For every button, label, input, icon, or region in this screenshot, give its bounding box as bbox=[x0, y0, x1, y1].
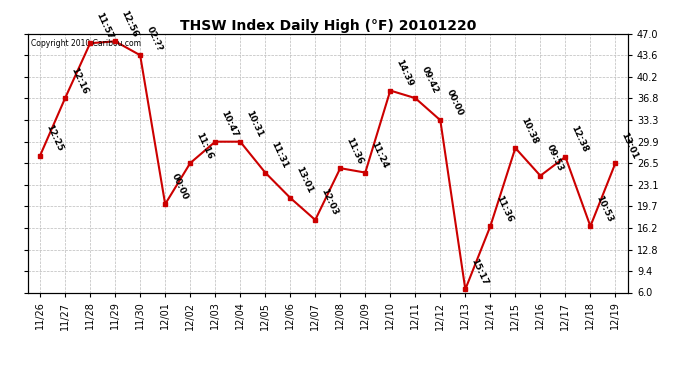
Text: 10:38: 10:38 bbox=[520, 116, 540, 145]
Text: 09:53: 09:53 bbox=[544, 143, 565, 173]
Text: 14:39: 14:39 bbox=[395, 58, 415, 88]
Text: 12:38: 12:38 bbox=[569, 124, 590, 154]
Text: 11:36: 11:36 bbox=[344, 136, 365, 165]
Text: 10:47: 10:47 bbox=[219, 109, 239, 139]
Text: 10:31: 10:31 bbox=[244, 109, 264, 139]
Text: 11:16: 11:16 bbox=[195, 130, 215, 160]
Text: 11:24: 11:24 bbox=[369, 140, 390, 170]
Text: 12:03: 12:03 bbox=[319, 188, 339, 217]
Text: 12:25: 12:25 bbox=[44, 123, 65, 153]
Title: THSW Index Daily High (°F) 20101220: THSW Index Daily High (°F) 20101220 bbox=[179, 19, 476, 33]
Text: 09:42: 09:42 bbox=[420, 66, 440, 95]
Text: 10:53: 10:53 bbox=[595, 194, 615, 224]
Text: 12:16: 12:16 bbox=[69, 66, 90, 95]
Text: 15:17: 15:17 bbox=[469, 257, 490, 286]
Text: 13:01: 13:01 bbox=[295, 165, 315, 195]
Text: 11:31: 11:31 bbox=[269, 140, 290, 170]
Text: 13:01: 13:01 bbox=[620, 131, 640, 160]
Text: 11:36: 11:36 bbox=[495, 194, 515, 224]
Text: 12:56: 12:56 bbox=[119, 9, 139, 39]
Text: Copyright 2010 Caribou.com: Copyright 2010 Caribou.com bbox=[30, 39, 141, 48]
Text: 11:57: 11:57 bbox=[95, 10, 115, 40]
Text: 00:00: 00:00 bbox=[169, 172, 189, 201]
Text: 02:??: 02:?? bbox=[144, 25, 164, 52]
Text: 00:00: 00:00 bbox=[444, 88, 464, 117]
